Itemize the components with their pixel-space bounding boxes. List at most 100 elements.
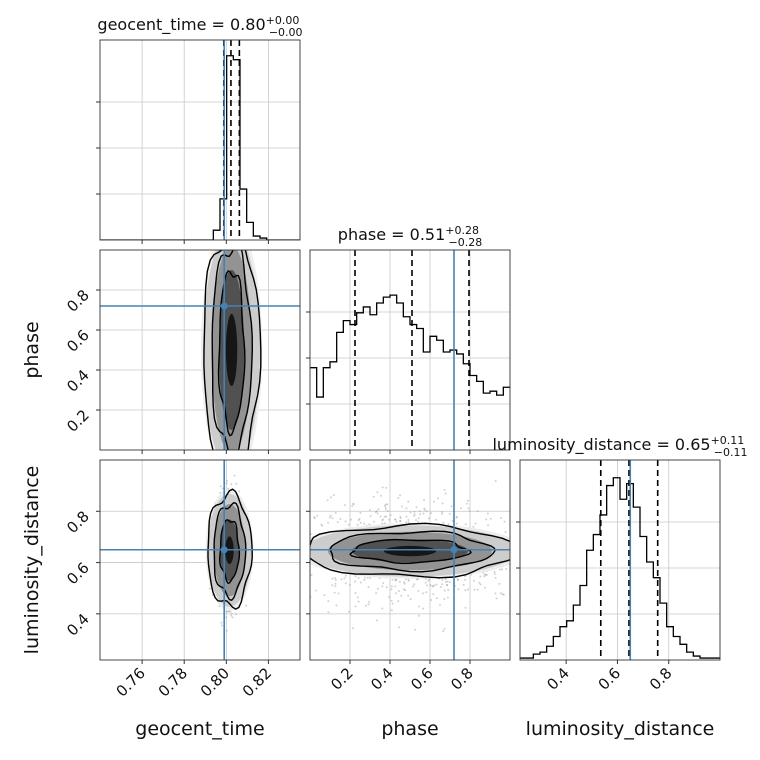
- sample-point: [529, 545, 531, 547]
- y-tick-label: 0.8: [63, 507, 93, 537]
- contour-2: [203, 250, 262, 450]
- sample-point: [315, 589, 318, 592]
- sample-point: [219, 456, 221, 458]
- sample-point: [356, 523, 359, 526]
- sample-point: [441, 578, 444, 581]
- sample-point: [340, 578, 343, 581]
- sample-point: [501, 593, 504, 596]
- sample-point: [504, 531, 507, 533]
- sample-point: [423, 508, 426, 511]
- sample-point: [368, 523, 371, 526]
- sample-point: [464, 523, 467, 526]
- sample-point: [399, 517, 402, 520]
- sample-point: [333, 591, 336, 594]
- x-tick-label: 0.78: [155, 664, 191, 700]
- sample-point: [409, 511, 412, 514]
- sample-point: [334, 585, 337, 588]
- sample-point: [363, 579, 366, 581]
- sample-point: [539, 548, 541, 550]
- sample-point: [474, 522, 477, 525]
- sample-point: [225, 482, 228, 485]
- x-tick-label: 0.6: [407, 664, 437, 694]
- sample-point: [521, 549, 523, 551]
- sample-point: [357, 576, 360, 579]
- sample-point: [229, 247, 231, 249]
- sample-point: [313, 516, 316, 519]
- sample-point: [234, 456, 236, 458]
- sample-point: [350, 518, 352, 521]
- density-phase-luminosity_distance: [258, 459, 559, 660]
- sample-point: [301, 514, 303, 516]
- sample-point: [435, 518, 438, 521]
- sample-point: [276, 542, 278, 544]
- sample-point: [237, 455, 239, 457]
- sample-point: [399, 515, 402, 518]
- panel-title-luminosity_distance: luminosity_distance = 0.65+0.11 −0.11: [492, 434, 747, 459]
- sample-point: [228, 231, 230, 233]
- contour-1: [211, 250, 254, 450]
- x-axis-label-geocent_time: geocent_time: [135, 718, 264, 740]
- sample-point: [450, 505, 453, 508]
- y-tick-label: 0.6: [63, 326, 93, 356]
- sample-point: [357, 600, 360, 603]
- sample-point: [297, 496, 299, 498]
- sample-point: [369, 577, 372, 580]
- sample-point: [310, 573, 313, 576]
- sample-point: [531, 615, 533, 617]
- y-tick-label: 0.4: [63, 610, 93, 640]
- sample-point: [381, 522, 384, 525]
- density-geocent_time-luminosity_distance: [100, 460, 300, 660]
- sample-point: [398, 590, 400, 592]
- sample-point: [344, 520, 347, 523]
- sample-point: [463, 578, 466, 581]
- sample-point: [523, 540, 525, 542]
- sample-point: [229, 457, 231, 459]
- sample-point: [405, 507, 408, 510]
- sample-point: [415, 506, 418, 509]
- sample-point: [369, 509, 371, 511]
- sample-point: [455, 516, 458, 519]
- sample-point: [382, 582, 385, 585]
- sample-point: [449, 581, 451, 584]
- sample-point: [369, 515, 372, 518]
- sample-point: [381, 607, 384, 610]
- sample-point: [500, 516, 502, 519]
- sample-point: [243, 231, 245, 233]
- sample-point: [365, 604, 368, 607]
- sample-point: [457, 588, 460, 591]
- sample-point: [433, 500, 435, 503]
- sample-point: [418, 510, 421, 513]
- sample-point: [391, 602, 394, 605]
- sample-point: [231, 616, 234, 619]
- sample-point: [557, 571, 559, 573]
- sample-point: [385, 515, 388, 518]
- sample-point: [258, 584, 260, 586]
- sample-point: [240, 245, 242, 247]
- sample-point: [320, 523, 323, 526]
- sample-point: [385, 486, 388, 489]
- sample-point: [232, 214, 234, 216]
- sample-point: [455, 522, 458, 525]
- sample-point: [358, 518, 361, 520]
- sample-point: [476, 588, 479, 591]
- panel-title-phase: phase = 0.51+0.28 −0.28: [338, 224, 482, 249]
- sample-point: [439, 586, 442, 589]
- sample-point: [235, 215, 237, 217]
- sample-point: [236, 225, 238, 227]
- sample-point: [413, 513, 416, 516]
- sample-point: [235, 482, 238, 485]
- sample-point: [302, 459, 304, 461]
- sample-point: [379, 515, 382, 518]
- sample-point: [373, 520, 375, 523]
- sample-point: [335, 604, 338, 607]
- sample-point: [234, 213, 236, 215]
- sample-point: [238, 460, 240, 462]
- sample-point: [388, 518, 391, 521]
- sample-point: [543, 566, 545, 568]
- x-tick-label: 0.4: [543, 664, 573, 694]
- sample-point: [395, 520, 398, 523]
- sample-point: [501, 568, 503, 571]
- sample-point: [326, 499, 329, 502]
- sample-point: [236, 469, 238, 471]
- sample-point: [366, 576, 369, 579]
